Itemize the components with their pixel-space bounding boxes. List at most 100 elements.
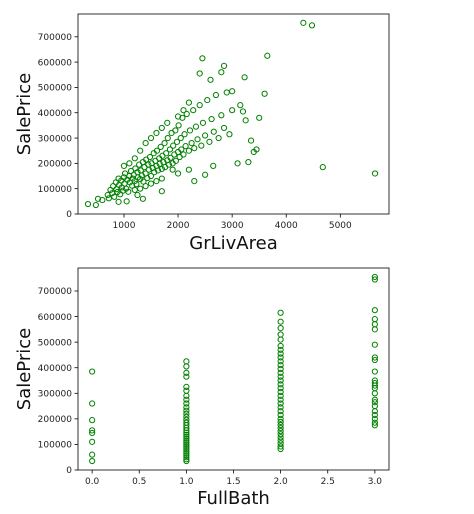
y-tick-label: 600000 (38, 313, 73, 323)
data-point (164, 134, 171, 142)
data-point (183, 383, 190, 390)
data-point (183, 373, 190, 380)
y-axis-label: SalePrice (14, 73, 35, 155)
data-point (277, 408, 284, 415)
data-point (264, 52, 271, 59)
data-point (153, 129, 160, 137)
data-point (277, 415, 284, 422)
data-point (191, 145, 198, 152)
data-point (183, 445, 190, 453)
data-point (89, 451, 96, 458)
data-point (212, 91, 220, 99)
data-point (277, 418, 284, 426)
data-point (180, 151, 187, 158)
data-point (277, 362, 284, 369)
data-point (371, 316, 378, 323)
data-point (182, 143, 189, 150)
data-point (198, 142, 205, 149)
data-point (163, 150, 170, 157)
data-point (157, 143, 164, 151)
data-point (371, 341, 378, 348)
y-tick-label: 700000 (38, 287, 73, 297)
data-point (179, 114, 186, 121)
data-point (89, 429, 96, 437)
data-point (277, 369, 284, 376)
data-points (84, 19, 379, 209)
data-point (277, 434, 284, 441)
data-point (183, 431, 190, 438)
data-point (190, 107, 197, 114)
data-point (247, 137, 255, 144)
data-point (89, 368, 96, 375)
x-tick-label: 4000 (275, 221, 298, 231)
data-point (131, 186, 138, 194)
data-point (183, 450, 190, 457)
data-point (277, 336, 284, 343)
data-point (371, 326, 378, 333)
data-point (158, 188, 165, 195)
data-point (174, 113, 182, 120)
data-point (371, 356, 378, 364)
y-tick-label: 400000 (38, 109, 73, 119)
data-point (223, 89, 230, 96)
data-point (139, 195, 146, 202)
data-point (120, 162, 128, 169)
data-point (188, 140, 195, 147)
data-point (174, 170, 182, 177)
data-point (169, 166, 176, 173)
data-point (183, 437, 190, 444)
data-point (146, 153, 154, 161)
data-point (183, 363, 190, 370)
data-point (183, 358, 190, 365)
data-point (277, 373, 284, 380)
data-point (371, 399, 378, 406)
data-point (164, 119, 171, 126)
data-point (183, 443, 190, 451)
data-point (183, 396, 190, 403)
data-point (183, 456, 190, 463)
data-point (183, 439, 190, 446)
data-point (245, 159, 252, 166)
data-point (277, 388, 284, 396)
data-point (277, 354, 284, 361)
data-point (94, 195, 102, 202)
data-point (172, 157, 179, 164)
data-point (371, 382, 378, 389)
plot-frame (77, 267, 390, 471)
data-point (277, 350, 284, 357)
data-point (183, 407, 190, 414)
y-axis-label: SalePrice (14, 328, 35, 410)
data-point (183, 447, 190, 455)
data-point (371, 419, 378, 426)
data-point (181, 131, 188, 138)
data-point (277, 324, 284, 332)
data-point (277, 309, 284, 316)
data-point (242, 117, 249, 124)
data-point (196, 70, 203, 77)
data-point (92, 201, 99, 209)
data-points (89, 273, 378, 465)
data-point (277, 331, 284, 338)
data-point (183, 413, 190, 420)
x-tick-label: 5000 (329, 221, 352, 231)
data-point (170, 142, 177, 149)
data-point (183, 400, 190, 407)
data-point (89, 427, 96, 434)
data-point (210, 162, 217, 169)
data-point (161, 140, 168, 147)
data-point (147, 134, 155, 142)
data-point (371, 307, 378, 314)
x-tick-label: 3000 (221, 221, 244, 231)
data-point (202, 132, 209, 139)
y-tick-label: 200000 (38, 160, 73, 170)
data-point (277, 365, 284, 373)
data-point (178, 146, 185, 153)
data-point (371, 415, 378, 422)
data-point (137, 185, 144, 192)
data-point (241, 74, 248, 81)
data-point (371, 411, 378, 419)
data-point (158, 175, 165, 182)
data-point (89, 457, 96, 465)
data-point (111, 193, 118, 200)
x-tick-label: 2000 (167, 221, 190, 231)
